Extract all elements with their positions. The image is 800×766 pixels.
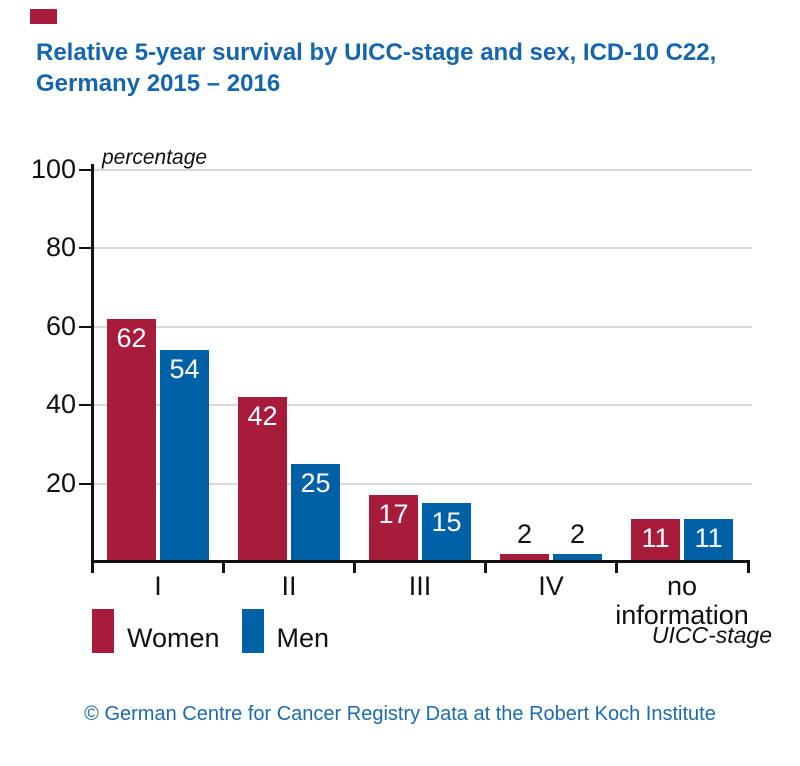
figure-marker-square [30,9,57,24]
bar-men-1 [291,464,340,562]
gridline-20 [94,482,752,485]
legend-item-women: Women [92,609,220,653]
bar-value-women-2: 17 [378,499,409,529]
bar-value-men-2: 15 [431,507,462,537]
bar-value-women-3: 2 [516,519,533,549]
bar-women-3 [500,554,549,562]
bar-value-women-4: 11 [641,523,670,553]
x-tick-0 [91,560,94,573]
bar-men-3 [553,554,602,562]
women-color-swatch [92,609,114,653]
legend-item-men: Men [241,609,330,653]
gridline-100 [94,168,752,171]
bar-women-2 [369,495,418,562]
bar-value-men-1: 25 [300,468,331,498]
gridline-80 [94,247,752,249]
legend-label-men: Men [276,623,330,653]
bar-value-women-0: 62 [116,323,147,353]
x-category-label-1: II [281,571,297,601]
x-tick-2 [353,560,356,573]
x-tick-1 [222,560,225,573]
bar-men-0 [160,350,209,562]
legend-label-women: Women [127,623,220,653]
legend: Women Men [92,609,329,653]
y-tick-20 [79,482,91,485]
y-tick-40 [79,404,91,406]
y-tick-label-100: 100 [30,153,76,184]
x-tick-5 [747,560,750,573]
gridline-40 [94,404,752,406]
bar-women-1 [238,397,287,562]
y-axis-unit-label: percentage [102,146,208,169]
x-axis-title: UICC-stage [651,622,772,648]
bar-women-0 [107,319,156,562]
y-tick-label-40: 40 [45,389,76,419]
x-category-label-4: no information [615,571,749,630]
gridline-60 [94,325,752,328]
x-tick-4 [615,560,618,573]
bar-women-4 [631,519,680,562]
y-axis-line [91,164,94,563]
bar-value-women-1: 42 [247,401,278,431]
y-tick-60 [79,325,91,328]
bar-men-4 [684,519,733,562]
x-axis-line [91,560,750,563]
bar-men-2 [422,503,471,562]
x-tick-3 [484,560,487,573]
y-tick-label-60: 60 [45,310,76,341]
bar-value-men-4: 11 [694,523,723,553]
x-category-label-3: IV [538,571,564,601]
x-category-label-0: I [154,571,162,601]
y-tick-100 [79,168,91,171]
y-tick-label-20: 20 [45,467,76,498]
bar-value-men-0: 54 [169,354,200,384]
bar-value-men-3: 2 [569,519,586,549]
chart-title: Relative 5-year survival by UICC-stage a… [36,39,717,97]
men-color-swatch [241,609,264,653]
y-tick-80 [79,247,91,249]
x-category-label-2: III [408,571,432,601]
copyright-footer: © German Centre for Cancer Registry Data… [84,703,716,725]
y-tick-label-80: 80 [45,232,76,262]
